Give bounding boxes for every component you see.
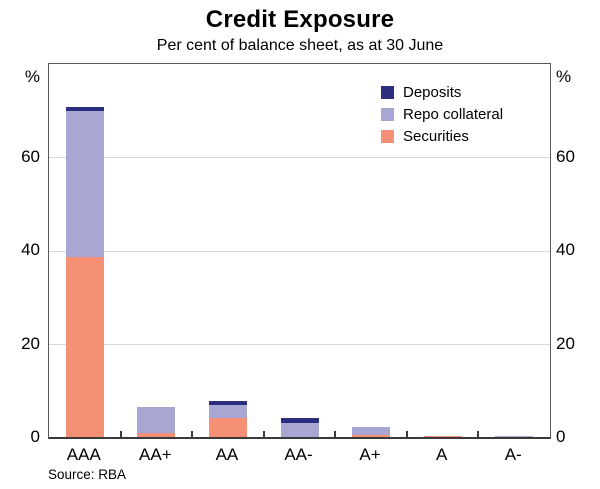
bar-AA-securities [208,417,247,438]
legend-swatch [381,108,394,121]
plot-area: Deposits Repo collateral Securities [48,63,551,439]
legend: Deposits Repo collateral Securities [381,84,503,150]
legend-item-repo-collateral: Repo collateral [381,106,503,123]
y-axis-tick-label-20: 20 [556,333,575,353]
bar-A+-repo-collateral [352,426,391,436]
bar-AAA-securities [65,256,104,438]
legend-item-securities: Securities [381,128,503,145]
bar-A+-securities [352,435,391,438]
x-axis-label-A+: A+ [359,445,381,464]
x-axis-tick [119,431,122,438]
source-note: Source: RBA [48,467,127,482]
legend-swatch [381,130,394,143]
x-axis-tick [262,431,265,438]
x-axis-label-A-: A- [504,445,522,464]
x-axis-tick [477,431,480,438]
chart-subtitle: Per cent of balance sheet, as at 30 June [156,37,444,54]
x-axis-tick [405,431,408,438]
chart-title: Credit Exposure [205,6,395,33]
x-axis-label-AA-: AA- [284,445,313,464]
gridline-60 [49,157,550,158]
y-axis-tick-label-0: 0 [30,427,40,446]
bar-AAA-repo-collateral [65,110,104,257]
bar-A-securities [423,435,462,438]
y-axis-tick-label-60: 60 [21,146,40,166]
bar-AAA-deposits [65,107,104,111]
legend-label: Repo collateral [403,106,504,123]
bar-AA+-repo-collateral [137,406,176,434]
bar-AA-deposits [208,400,247,405]
bar-AA+-securities [137,433,176,438]
gridline-40 [49,250,550,252]
gridline-20 [49,344,550,345]
bar-AA--deposits [280,417,319,424]
bar-AA-repo-collateral [208,404,247,418]
y-axis-tick-label-40: 40 [556,240,575,259]
x-axis-tick [191,431,194,438]
legend-label: Securities [403,128,469,145]
bar-AA--repo-collateral [280,423,319,438]
x-axis-label-AAA: AAA [66,445,101,464]
x-axis-line [49,437,550,439]
x-axis-tick [334,431,337,438]
x-axis-label-AA+: AA+ [139,445,172,464]
y-axis-tick-label-20: 20 [21,333,40,353]
y-axis-tick-label-60: 60 [556,146,575,166]
y-axis-tick-label-0: 0 [556,427,566,446]
y-axis-tick-label-40: 40 [21,240,40,259]
y-axis-unit-label: % [556,67,572,86]
x-axis-label-A: A [435,445,448,464]
legend-label: Deposits [403,84,462,101]
legend-swatch [381,86,394,99]
legend-item-deposits: Deposits [381,84,503,101]
x-axis-label-AA: AA [215,445,239,464]
y-axis-unit-label: % [24,67,40,86]
